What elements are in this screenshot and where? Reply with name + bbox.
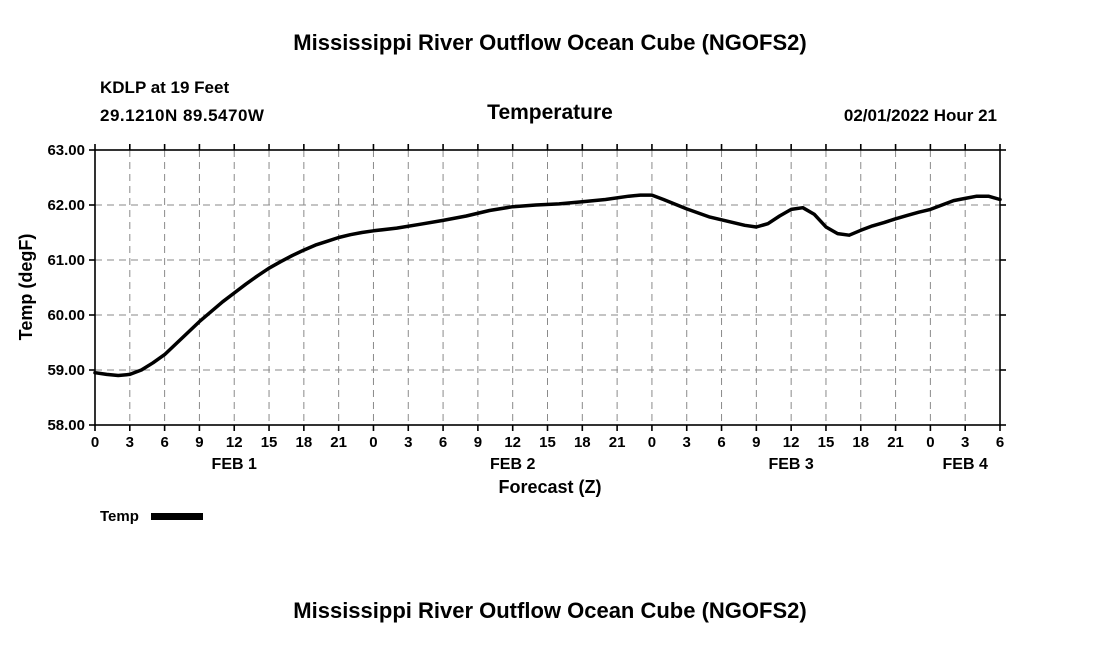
x-tick-label: 21 — [330, 434, 347, 451]
x-tick-label: 21 — [609, 434, 626, 451]
x-tick-label: 9 — [474, 434, 482, 451]
y-tick-label: 62.00 — [47, 197, 85, 214]
x-tick-label: 6 — [717, 434, 725, 451]
y-axis-label: Temp (degF) — [16, 234, 36, 341]
y-tick-label: 60.00 — [47, 307, 85, 324]
gridlines — [95, 150, 1000, 425]
legend: Temp — [100, 508, 203, 525]
page-title: Mississippi River Outflow Ocean Cube (NG… — [293, 30, 807, 55]
x-tick-label: 0 — [926, 434, 934, 451]
day-label: FEB 4 — [943, 456, 988, 473]
y-tick-label: 59.00 — [47, 362, 85, 379]
temp-line — [93, 193, 1002, 378]
station-coordinates: 29.1210N 89.5470W — [100, 106, 265, 125]
x-tick-label: 21 — [887, 434, 904, 451]
axis-tick-labels: 0 3 6 9 12 15 18 21 0 3 6 9 12 15 18 21 0 3 6 9 12 15 18 21 0 3 6 5… — [47, 142, 1004, 473]
x-tick-label: 15 — [818, 434, 835, 451]
x-tick-label: 15 — [261, 434, 278, 451]
x-tick-label: 18 — [852, 434, 869, 451]
x-tick-label: 18 — [574, 434, 591, 451]
x-tick-label: 18 — [296, 434, 313, 451]
x-tick-label: 3 — [404, 434, 412, 451]
chart-title: Temperature — [487, 101, 613, 124]
x-tick-label: 3 — [961, 434, 969, 451]
x-tick-label: 6 — [160, 434, 168, 451]
axis-ticks — [89, 144, 1006, 431]
model-run-time: 02/01/2022 Hour 21 — [843, 106, 997, 125]
x-tick-label: 6 — [439, 434, 447, 451]
day-label: FEB 1 — [212, 456, 257, 473]
station-label: KDLP at 19 Feet — [100, 78, 230, 97]
x-tick-label: 0 — [648, 434, 656, 451]
next-page-title: Mississippi River Outflow Ocean Cube (NG… — [293, 598, 807, 623]
x-tick-label: 0 — [91, 434, 99, 451]
x-tick-label: 12 — [226, 434, 243, 451]
y-tick-label: 61.00 — [47, 252, 85, 269]
x-tick-label: 9 — [752, 434, 760, 451]
x-tick-label: 3 — [126, 434, 134, 451]
y-tick-label: 63.00 — [47, 142, 85, 159]
x-tick-label: 3 — [683, 434, 691, 451]
x-tick-label: 0 — [369, 434, 377, 451]
x-tick-label: 12 — [783, 434, 800, 451]
x-tick-label: 9 — [195, 434, 203, 451]
x-tick-label: 15 — [539, 434, 556, 451]
x-axis-label: Forecast (Z) — [498, 477, 602, 497]
day-label: FEB 3 — [768, 456, 813, 473]
legend-line-swatch — [150, 513, 203, 520]
x-tick-label: 12 — [504, 434, 521, 451]
day-label: FEB 2 — [490, 456, 535, 473]
legend-label: Temp — [100, 508, 139, 525]
y-tick-label: 58.00 — [47, 417, 85, 434]
temp-line-series — [93, 193, 1002, 378]
x-tick-label: 6 — [996, 434, 1004, 451]
